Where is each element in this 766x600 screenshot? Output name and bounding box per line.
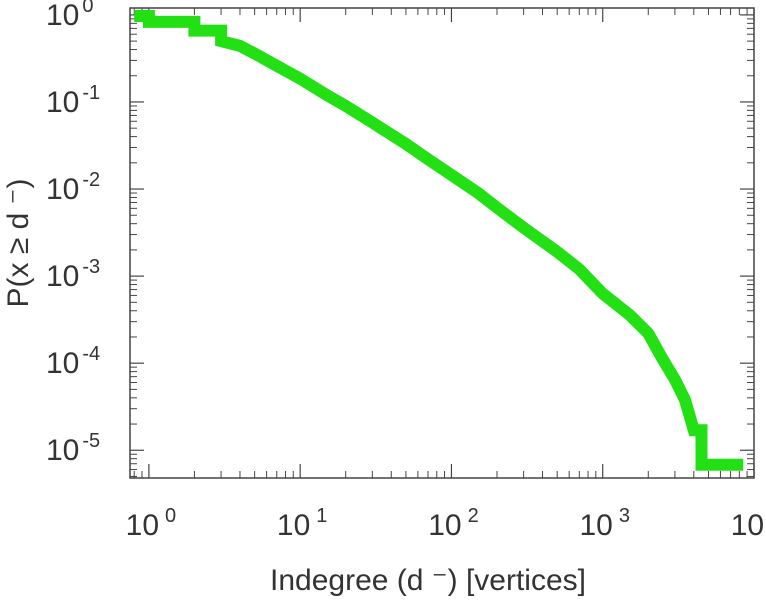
y-tick-label-exponent: -1: [82, 82, 100, 104]
y-tick-label: 10 -3: [46, 256, 100, 293]
major-ticks: [130, 8, 755, 478]
y-tick-label-exponent: -3: [82, 256, 100, 278]
x-tick-label: 10 1: [277, 505, 328, 542]
y-tick-label: 10 -4: [46, 343, 100, 380]
y-axis-label: P(x ≥ d ⁻): [2, 179, 35, 308]
y-tick-label: 10 -5: [46, 430, 100, 467]
y-tick-label: 10 -2: [46, 169, 100, 206]
y-tick-label-base: 10: [46, 260, 79, 293]
series-layer: [134, 10, 744, 471]
y-tick-label-base: 10: [46, 173, 79, 206]
x-tick-label: 10 2: [428, 505, 479, 542]
series-line-0: [134, 10, 744, 471]
y-tick-label-exponent: -5: [82, 430, 100, 452]
y-tick-label-base: 10: [46, 0, 79, 32]
x-tick-label-exponent: 1: [316, 505, 327, 527]
x-tick-label-base: 10: [277, 509, 310, 542]
plot-frame: [129, 7, 755, 479]
x-tick-label-exponent: 3: [619, 505, 630, 527]
x-axis-label: Indegree (d ⁻) [vertices]: [270, 564, 586, 597]
y-tick-label-base: 10: [46, 86, 79, 119]
y-tick-label-exponent: -2: [82, 169, 100, 191]
y-tick-label-exponent: -4: [82, 343, 100, 365]
x-tick-label-base: 10: [579, 509, 612, 542]
y-tick-label-exponent: 0: [82, 0, 93, 17]
x-tick-label-base: 10: [126, 509, 159, 542]
y-tick-label: 10 0: [46, 0, 94, 32]
x-tick-label-exponent: 2: [468, 505, 479, 527]
minor-ticks: [130, 8, 754, 478]
y-tick-label-base: 10: [46, 347, 79, 380]
x-tick-labels: 10 0 10 1 10 2 10 3 104: [126, 505, 766, 542]
x-tick-label: 10 0: [126, 505, 177, 542]
x-tick-label: 10 3: [579, 505, 630, 542]
y-tick-label: 10 -1: [46, 82, 100, 119]
x-tick-label-base: 10: [428, 509, 461, 542]
x-tick-label-exponent: 0: [165, 505, 176, 527]
x-tick-label-base: 10: [731, 509, 764, 542]
y-tick-label-base: 10: [46, 434, 79, 467]
x-tick-label: 104: [731, 505, 766, 542]
